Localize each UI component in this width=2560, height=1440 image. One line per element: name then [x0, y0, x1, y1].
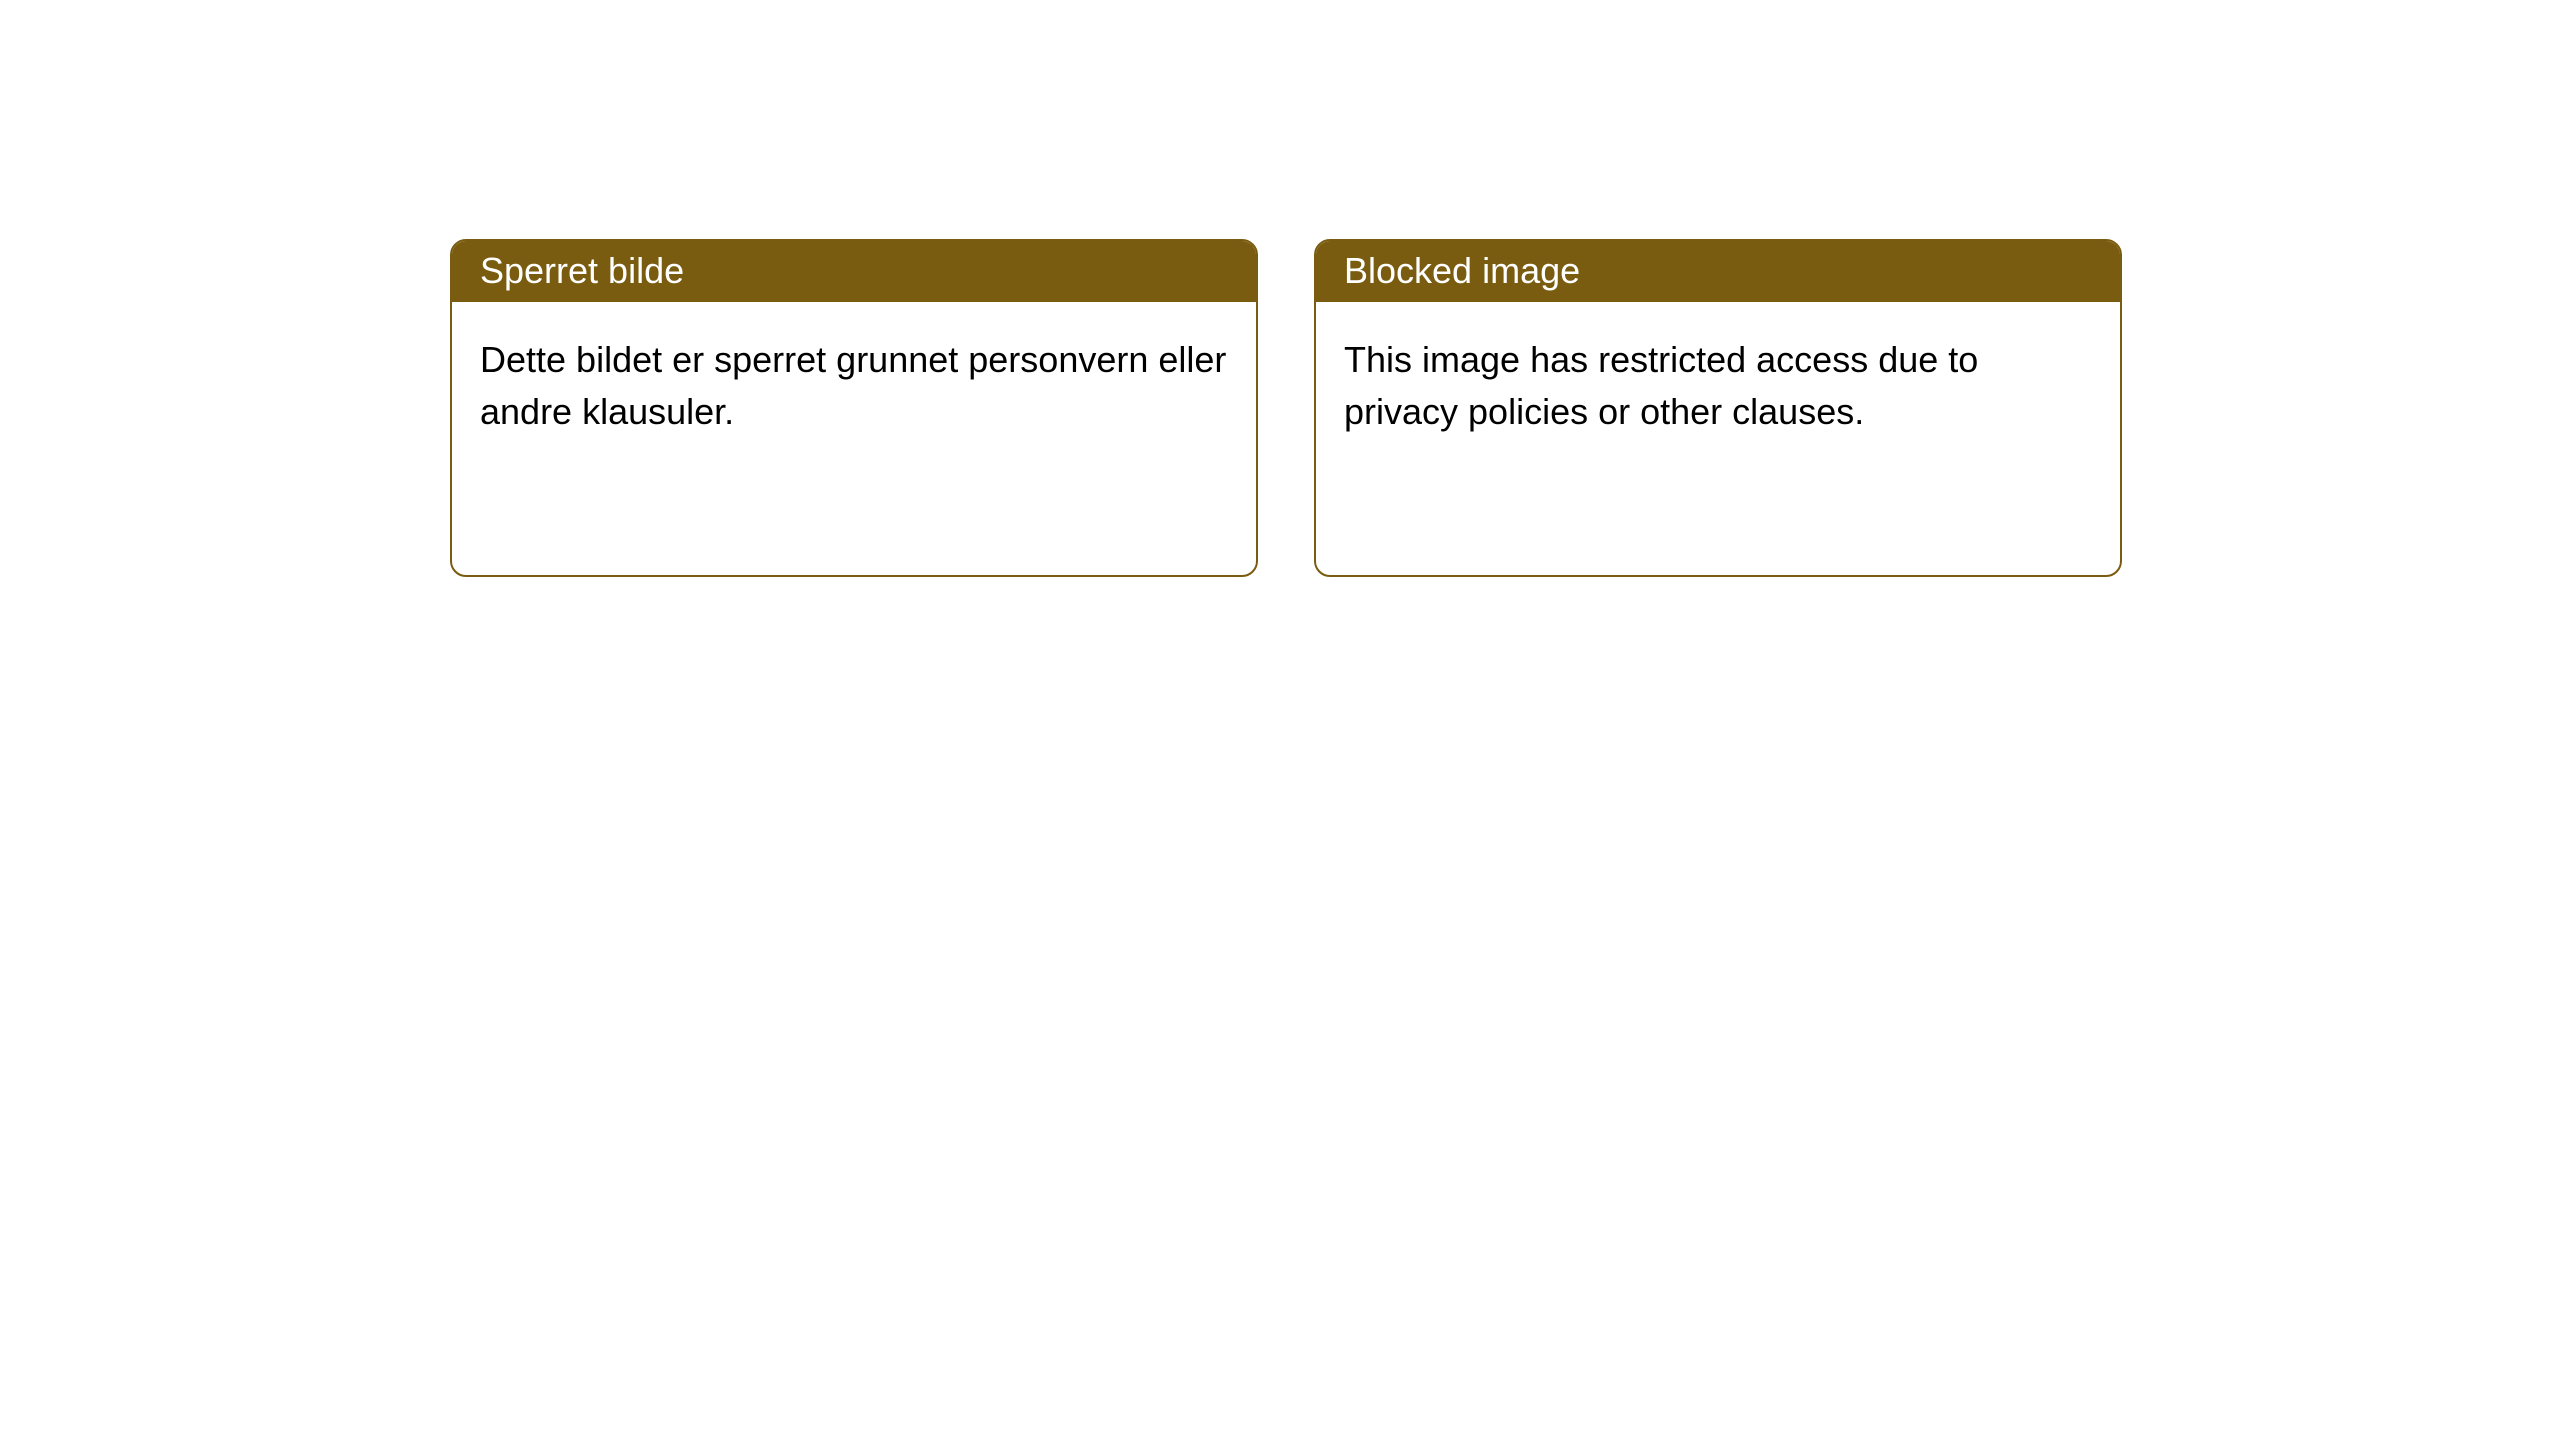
- card-header: Blocked image: [1316, 241, 2120, 302]
- card-body: This image has restricted access due to …: [1316, 302, 2120, 575]
- notice-card-english: Blocked image This image has restricted …: [1314, 239, 2122, 577]
- notice-container: Sperret bilde Dette bildet er sperret gr…: [0, 0, 2560, 577]
- card-body: Dette bildet er sperret grunnet personve…: [452, 302, 1256, 575]
- notice-card-norwegian: Sperret bilde Dette bildet er sperret gr…: [450, 239, 1258, 577]
- card-header: Sperret bilde: [452, 241, 1256, 302]
